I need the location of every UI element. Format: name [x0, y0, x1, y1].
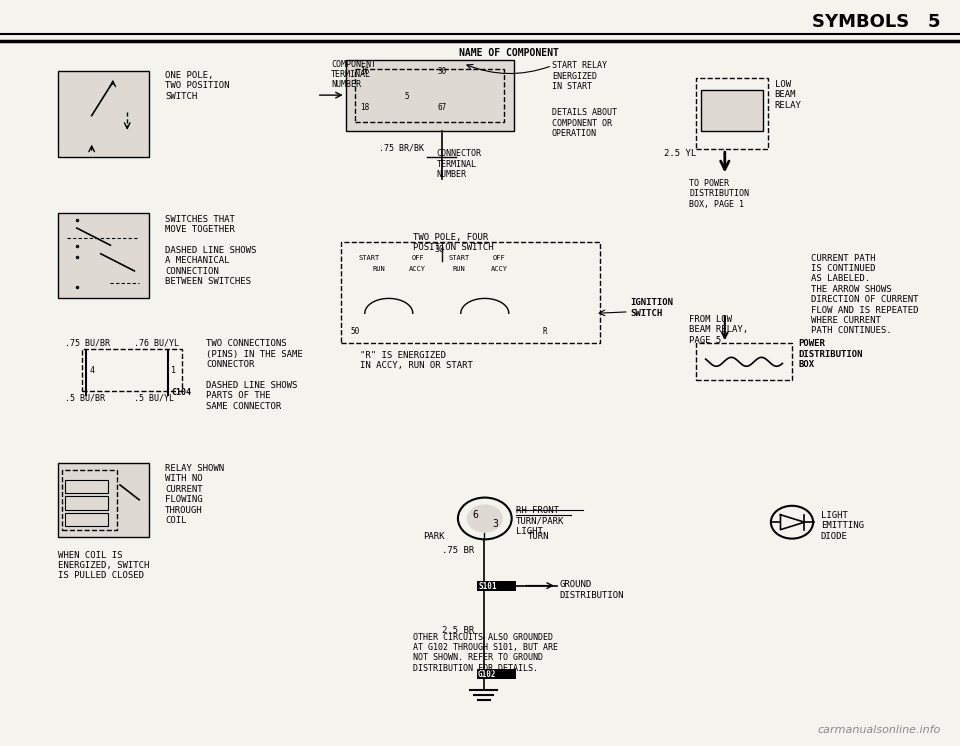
Bar — [58, 71, 149, 157]
Text: CURRENT PATH
IS CONTINUED
AS LABELED.
THE ARROW SHOWS
DIRECTION OF CURRENT
FLOW : CURRENT PATH IS CONTINUED AS LABELED. TH… — [811, 254, 919, 336]
Text: NAME OF COMPONENT: NAME OF COMPONENT — [459, 48, 559, 58]
Text: C104: C104 — [171, 388, 191, 397]
Text: 16: 16 — [360, 67, 370, 76]
Text: 67: 67 — [438, 103, 447, 112]
Text: TWO POLE, FOUR
POSITION SWITCH: TWO POLE, FOUR POSITION SWITCH — [413, 233, 493, 252]
Text: CONNECTOR
TERMINAL
NUMBER: CONNECTOR TERMINAL NUMBER — [437, 149, 482, 179]
Text: S101: S101 — [478, 582, 496, 591]
Text: PARK: PARK — [423, 532, 444, 541]
Bar — [65, 480, 108, 493]
Text: 3: 3 — [492, 518, 498, 529]
Text: OFF: OFF — [411, 255, 424, 261]
Text: FROM LOW
BEAM RELAY,
PAGE 5: FROM LOW BEAM RELAY, PAGE 5 — [689, 315, 749, 345]
Text: RUN: RUN — [452, 266, 466, 272]
Text: SWITCHES THAT
MOVE TOGETHER

DASHED LINE SHOWS
A MECHANICAL
CONNECTION
BETWEEN S: SWITCHES THAT MOVE TOGETHER DASHED LINE … — [165, 215, 256, 286]
Text: .75 BU/BR: .75 BU/BR — [65, 339, 110, 348]
Bar — [341, 242, 600, 343]
Bar — [696, 343, 792, 380]
Text: 2.5 YL: 2.5 YL — [663, 149, 696, 158]
Bar — [58, 213, 149, 298]
Text: OTHER CIRCUITS ALSO GROUNDED
AT G102 THROUGH S101, BUT ARE
NOT SHOWN. REFER TO G: OTHER CIRCUITS ALSO GROUNDED AT G102 THR… — [413, 633, 558, 673]
Text: .5 BU/BR: .5 BU/BR — [65, 394, 106, 403]
Bar — [477, 669, 516, 679]
Bar — [477, 581, 516, 591]
Text: 30: 30 — [438, 67, 447, 76]
Text: 4: 4 — [89, 366, 94, 374]
Text: 30: 30 — [435, 245, 444, 254]
Text: SYMBOLS   5: SYMBOLS 5 — [812, 13, 941, 31]
Bar — [58, 463, 149, 537]
Text: 6: 6 — [472, 510, 478, 520]
Text: TO POWER
DISTRIBUTION
BOX, PAGE 1: TO POWER DISTRIBUTION BOX, PAGE 1 — [689, 179, 749, 209]
Text: DETAILS ABOUT
COMPONENT OR
OPERATION: DETAILS ABOUT COMPONENT OR OPERATION — [552, 108, 617, 138]
Text: 2.5 BR: 2.5 BR — [442, 626, 474, 635]
Text: RELAY SHOWN
WITH NO
CURRENT
FLOWING
THROUGH
COIL: RELAY SHOWN WITH NO CURRENT FLOWING THRO… — [165, 464, 225, 525]
Text: TWO CONNECTIONS
(PINS) IN THE SAME
CONNECTOR

DASHED LINE SHOWS
PARTS OF THE
SAM: TWO CONNECTIONS (PINS) IN THE SAME CONNE… — [206, 339, 303, 411]
Text: LIGHT
EMITTING
DIODE: LIGHT EMITTING DIODE — [821, 511, 864, 541]
Text: .75 BR: .75 BR — [442, 546, 474, 555]
Text: OFF: OFF — [492, 255, 506, 261]
Text: carmanualsonline.info: carmanualsonline.info — [818, 725, 941, 735]
Text: COMPONENT
TERMINAL
NUMBER: COMPONENT TERMINAL NUMBER — [331, 60, 376, 90]
Text: R: R — [542, 327, 547, 336]
Text: GROUND
DISTRIBUTION: GROUND DISTRIBUTION — [560, 580, 624, 600]
Bar — [65, 496, 108, 510]
Bar — [355, 69, 504, 122]
Text: POWER
DISTRIBUTION
BOX: POWER DISTRIBUTION BOX — [799, 339, 863, 369]
Bar — [701, 90, 763, 131]
Text: "R" IS ENERGIZED
IN ACCY, RUN OR START: "R" IS ENERGIZED IN ACCY, RUN OR START — [360, 351, 473, 370]
Text: TURN: TURN — [528, 532, 549, 541]
Text: IGNITION
SWITCH: IGNITION SWITCH — [631, 298, 674, 318]
Text: RH FRONT
TURN/PARK
LIGHT: RH FRONT TURN/PARK LIGHT — [516, 506, 564, 536]
Text: 5: 5 — [404, 92, 409, 101]
Text: ACCY: ACCY — [491, 266, 508, 272]
Text: 50: 50 — [350, 327, 360, 336]
Text: ACCY: ACCY — [409, 266, 426, 272]
Text: .5 BU/YL: .5 BU/YL — [134, 394, 175, 403]
Bar — [62, 470, 117, 530]
Text: G102: G102 — [478, 670, 496, 679]
Text: .76 BU/YL: .76 BU/YL — [134, 339, 180, 348]
Bar — [82, 349, 182, 391]
Text: RUN: RUN — [372, 266, 386, 272]
Text: 18: 18 — [360, 103, 370, 112]
Text: START: START — [448, 255, 469, 261]
Circle shape — [468, 505, 502, 532]
Text: LOW
BEAM
RELAY: LOW BEAM RELAY — [775, 80, 802, 110]
Bar — [346, 60, 514, 131]
Text: ONE POLE,
TWO POSITION
SWITCH: ONE POLE, TWO POSITION SWITCH — [165, 71, 229, 101]
Text: .75 BR/BK: .75 BR/BK — [379, 143, 424, 152]
Bar — [696, 78, 768, 149]
Text: WHEN COIL IS
ENERGIZED, SWITCH
IS PULLED CLOSED: WHEN COIL IS ENERGIZED, SWITCH IS PULLED… — [58, 551, 149, 580]
Text: START RELAY
ENERGIZED
IN START: START RELAY ENERGIZED IN START — [552, 61, 607, 91]
Text: START: START — [359, 255, 380, 261]
Text: 1: 1 — [171, 366, 176, 374]
Bar — [65, 513, 108, 526]
